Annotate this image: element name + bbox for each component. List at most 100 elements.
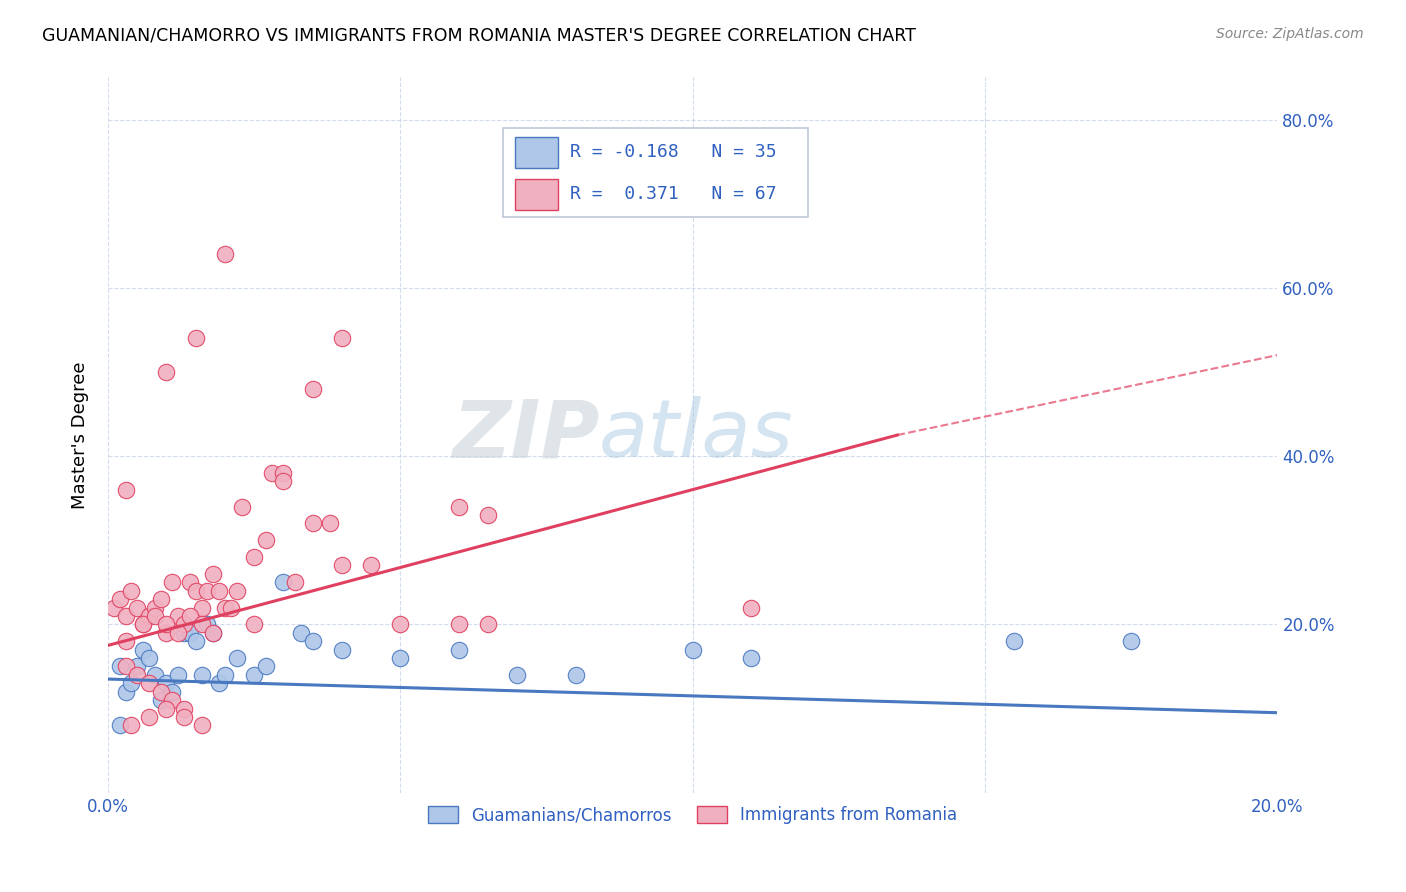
Point — [190, 668, 212, 682]
Point — [108, 718, 131, 732]
Point — [214, 600, 236, 615]
Point — [301, 516, 323, 531]
Point — [132, 642, 155, 657]
Point — [360, 558, 382, 573]
Point — [330, 331, 353, 345]
Point — [273, 466, 295, 480]
Point — [225, 651, 247, 665]
Point — [214, 247, 236, 261]
Point — [214, 668, 236, 682]
Point — [243, 550, 266, 565]
Point — [389, 651, 412, 665]
Point — [447, 617, 470, 632]
Point — [682, 171, 704, 186]
Point — [260, 466, 283, 480]
Point — [155, 625, 177, 640]
Text: R =  0.371   N = 67: R = 0.371 N = 67 — [569, 185, 776, 202]
Point — [173, 617, 195, 632]
Point — [108, 592, 131, 607]
Point — [138, 609, 160, 624]
Text: Source: ZipAtlas.com: Source: ZipAtlas.com — [1216, 27, 1364, 41]
Point — [162, 684, 184, 698]
Point — [1002, 634, 1025, 648]
Point — [290, 625, 312, 640]
Point — [155, 676, 177, 690]
Point — [1121, 634, 1143, 648]
Point — [243, 668, 266, 682]
Point — [155, 365, 177, 379]
Point — [167, 609, 190, 624]
Text: ZIP: ZIP — [451, 396, 599, 474]
Point — [330, 558, 353, 573]
Point — [138, 710, 160, 724]
Point — [143, 609, 166, 624]
Point — [108, 659, 131, 673]
Point — [162, 575, 184, 590]
Point — [114, 483, 136, 497]
Point — [197, 617, 219, 632]
Point — [179, 625, 201, 640]
Point — [740, 651, 762, 665]
Point — [254, 659, 277, 673]
Point — [273, 575, 295, 590]
Point — [179, 575, 201, 590]
Point — [506, 668, 529, 682]
Point — [208, 583, 231, 598]
Point — [330, 642, 353, 657]
Point — [447, 642, 470, 657]
Point — [740, 600, 762, 615]
Point — [127, 600, 149, 615]
Text: GUAMANIAN/CHAMORRO VS IMMIGRANTS FROM ROMANIA MASTER'S DEGREE CORRELATION CHART: GUAMANIAN/CHAMORRO VS IMMIGRANTS FROM RO… — [42, 27, 917, 45]
Point — [197, 583, 219, 598]
Point — [103, 600, 125, 615]
Point — [190, 617, 212, 632]
Point — [254, 533, 277, 548]
Point — [114, 634, 136, 648]
Point — [231, 500, 253, 514]
Point — [155, 701, 177, 715]
Point — [127, 668, 149, 682]
Point — [564, 668, 586, 682]
Point — [173, 625, 195, 640]
Legend: Guamanians/Chamorros, Immigrants from Romania: Guamanians/Chamorros, Immigrants from Ro… — [418, 797, 967, 834]
Point — [143, 600, 166, 615]
Point — [202, 625, 225, 640]
FancyBboxPatch shape — [515, 178, 558, 210]
Point — [219, 600, 242, 615]
Point — [149, 693, 172, 707]
Text: atlas: atlas — [599, 396, 794, 474]
Point — [184, 634, 207, 648]
Point — [173, 710, 195, 724]
Point — [389, 617, 412, 632]
Point — [132, 617, 155, 632]
Point — [202, 566, 225, 581]
Point — [132, 617, 155, 632]
Point — [114, 609, 136, 624]
Point — [114, 659, 136, 673]
Point — [167, 668, 190, 682]
Y-axis label: Master's Degree: Master's Degree — [72, 361, 89, 508]
Point — [273, 475, 295, 489]
Point — [120, 583, 142, 598]
Point — [284, 575, 307, 590]
Point — [173, 701, 195, 715]
Point — [179, 609, 201, 624]
Point — [301, 382, 323, 396]
Point — [120, 718, 142, 732]
Point — [208, 676, 231, 690]
Point — [149, 592, 172, 607]
Point — [225, 583, 247, 598]
Point — [143, 668, 166, 682]
Point — [243, 617, 266, 632]
Point — [477, 617, 499, 632]
Point — [184, 583, 207, 598]
Point — [184, 331, 207, 345]
Point — [149, 684, 172, 698]
Point — [127, 659, 149, 673]
Point — [155, 617, 177, 632]
Point — [162, 693, 184, 707]
Point — [319, 516, 342, 531]
Point — [202, 625, 225, 640]
Point — [190, 718, 212, 732]
FancyBboxPatch shape — [503, 128, 808, 217]
